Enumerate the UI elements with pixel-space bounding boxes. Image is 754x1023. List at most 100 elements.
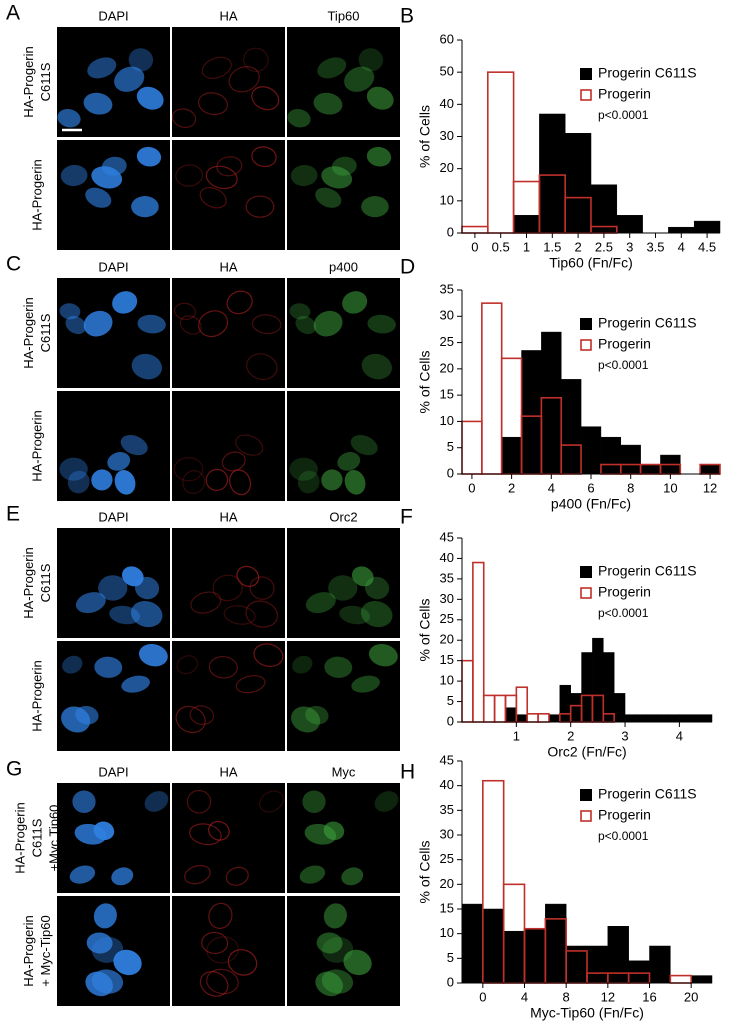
histogram-bar: [541, 331, 562, 475]
nucleus: [251, 86, 280, 111]
histogram-bar: [501, 436, 522, 475]
nucleus: [323, 903, 347, 929]
y-tick-label: 30: [440, 308, 454, 323]
row-label: + Myc-Tip60: [38, 915, 53, 986]
x-tick-label: 8: [563, 989, 570, 1004]
column-header: HA: [219, 8, 237, 23]
micrograph: [172, 783, 285, 893]
nucleus: [341, 867, 364, 886]
histogram-bar: [559, 684, 571, 723]
nucleus: [59, 457, 88, 481]
nucleus: [175, 705, 206, 734]
legend-swatch: [580, 68, 592, 80]
nucleus: [208, 820, 230, 841]
cells: [190, 565, 279, 628]
y-tick-label: 10: [440, 413, 454, 428]
histogram-bar: [564, 133, 592, 234]
nucleus: [313, 92, 343, 115]
nucleus: [297, 470, 320, 494]
column-header: HA: [219, 509, 237, 524]
x-tick-label: 12: [703, 480, 717, 495]
nucleus: [93, 903, 117, 929]
nucleus: [361, 196, 389, 218]
legend-swatch: [580, 587, 592, 599]
panel-letter: D: [400, 256, 415, 279]
histogram-bar: [560, 379, 582, 475]
histogram-bar: [513, 215, 540, 234]
x-axis-label: p400 (Fn/Fc): [551, 496, 631, 512]
y-tick-label: 40: [440, 777, 454, 792]
histogram-bar: [581, 652, 593, 723]
x-tick-label: 2.5: [595, 239, 613, 254]
nucleus: [251, 146, 277, 168]
x-tick-label: 16: [642, 989, 656, 1004]
x-tick-label: 20: [684, 989, 698, 1004]
micrograph: [172, 528, 285, 638]
panel-letter: G: [6, 758, 22, 781]
x-tick-label: 2: [574, 239, 581, 254]
histogram-bar: [539, 113, 566, 234]
cells: [61, 643, 168, 733]
row-label: C611S: [38, 62, 53, 101]
histogram-bar: [521, 350, 542, 475]
nucleus: [328, 575, 358, 601]
histogram-bar: [592, 637, 604, 723]
row-label: HA-Progerin: [21, 46, 36, 118]
cells: [173, 290, 282, 380]
nucleus: [216, 156, 243, 177]
nucleus: [317, 57, 347, 79]
histogram-bar: [640, 464, 661, 475]
micrograph-background: [172, 896, 285, 1006]
cells: [59, 291, 166, 380]
nucleus: [189, 823, 222, 846]
nucleus: [289, 457, 318, 481]
x-tick-label: 3: [621, 728, 628, 743]
nucleus: [175, 164, 204, 187]
nucleus: [172, 108, 197, 129]
nucleus: [138, 643, 168, 667]
y-tick-label: 0: [447, 465, 454, 480]
histogram-bar: [616, 215, 643, 234]
nucleus: [91, 936, 124, 963]
histogram-bar: [524, 928, 546, 984]
cells: [305, 566, 393, 628]
histogram-bar: [461, 420, 483, 475]
nucleus: [59, 303, 81, 320]
nucleus: [83, 310, 113, 337]
nucleus: [179, 315, 202, 335]
legend-swatch: [580, 566, 592, 578]
nucleus: [305, 705, 329, 725]
histogram-bar: [603, 652, 615, 723]
legend-label: Progerin: [598, 86, 651, 102]
y-tick-label: 35: [440, 281, 454, 296]
y-tick-label: 5: [447, 439, 454, 454]
micrograph: [57, 896, 170, 1006]
y-tick-label: 20: [440, 876, 454, 891]
nucleus: [182, 470, 206, 494]
histogram-bar: [600, 436, 622, 475]
nucleus: [358, 48, 384, 72]
panel-letter: B: [400, 5, 414, 28]
legend-label: Progerin C611S: [598, 563, 697, 579]
nucleus: [190, 591, 222, 614]
micrograph-background: [287, 896, 400, 1006]
nucleus: [236, 565, 260, 587]
micrograph: [172, 896, 285, 1006]
nucleus: [83, 92, 113, 115]
y-tick-label: 40: [440, 550, 454, 565]
panel-letter: F: [400, 506, 413, 529]
nucleus: [246, 353, 278, 380]
cells: [290, 146, 392, 218]
nucleus: [61, 706, 91, 733]
nucleus: [205, 468, 229, 492]
column-header: Orc2: [329, 509, 357, 524]
cells: [75, 566, 163, 628]
micrograph-background: [172, 278, 285, 388]
nucleus: [186, 789, 212, 814]
panel-letter: C: [6, 253, 21, 276]
nucleus: [87, 57, 117, 79]
cells: [299, 790, 399, 886]
micrograph: [172, 27, 285, 137]
y-tick-label: 30: [440, 591, 454, 606]
row-label: HA-Progerin: [21, 915, 36, 987]
